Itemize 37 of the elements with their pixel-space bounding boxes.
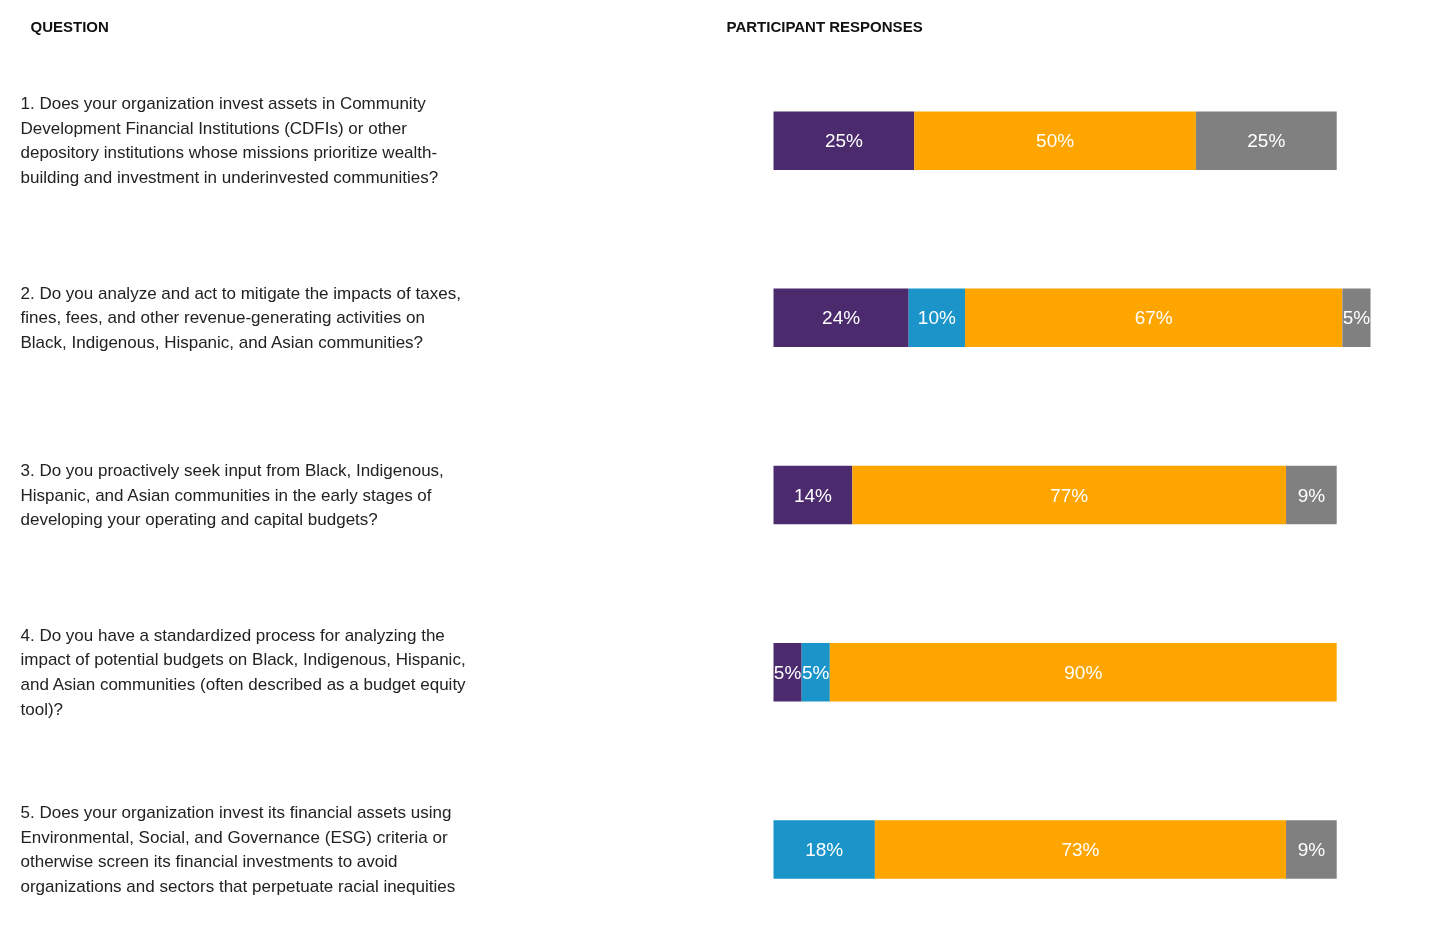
data-label: 9% xyxy=(1297,484,1326,506)
data-label: 25% xyxy=(1247,130,1286,152)
bar xyxy=(964,288,1343,348)
y-tick-label: 1. Does your organization invest assets in Community Development Financial Institutions (CDFIs) or other depository institutions whose missions prioritize wealth-building and investment in underinvested communities? xyxy=(20,94,439,188)
bar xyxy=(773,111,915,170)
bar xyxy=(1286,820,1337,879)
data-label: 10% xyxy=(917,307,956,329)
bar xyxy=(1342,288,1371,348)
bar xyxy=(874,820,1287,879)
data-label: 5% xyxy=(1342,307,1371,329)
data-label: 5% xyxy=(802,661,830,683)
bar xyxy=(852,465,1287,525)
bar xyxy=(829,642,1337,702)
y-tick-label: 3. Do you proactively seek input from Black, Indigenous, Hispanic, and Asian communities in the early stages of developing your operating and capital budgets? xyxy=(20,460,444,530)
bar xyxy=(1286,465,1337,525)
text: QUESTION xyxy=(30,18,109,36)
data-label: 24% xyxy=(822,307,861,329)
y-tick-label: 2. Do you analyze and act to mitigate the impacts of taxes, fines, fees, and other revenue-generating activities on Black, Indigenous, Hispanic, and Asian communities? xyxy=(20,283,461,353)
text: PARTICIPANT RESPONSES xyxy=(726,18,923,36)
data-label: 5% xyxy=(773,661,802,683)
bar xyxy=(914,111,1196,170)
bar xyxy=(773,820,875,879)
data-label: 73% xyxy=(1061,838,1100,860)
data-label: 90% xyxy=(1064,661,1103,683)
bar xyxy=(773,465,853,525)
data-label: 50% xyxy=(1036,130,1075,152)
bar xyxy=(1195,111,1337,170)
data-label: 18% xyxy=(805,838,844,860)
y-tick-label: 4. Do you have a standardized process for analyzing the impact of potential budgets on Black, Indigenous, Hispanic, and Asian communities (often described as a budget equity tool)? xyxy=(20,625,467,719)
bar xyxy=(908,288,965,348)
data-label: 77% xyxy=(1050,484,1089,506)
y-tick-label: 5. Does your organization invest its financial assets using Environmental, Social, and Governance (ESG) criteria or otherwise screen its financial investments to avoid organizations and sectors that perpetuate racial inequities xyxy=(20,802,456,896)
data-label: 25% xyxy=(824,130,864,152)
data-label: 9% xyxy=(1297,838,1326,860)
data-label: 67% xyxy=(1134,307,1173,329)
bar xyxy=(773,288,909,348)
data-label: 14% xyxy=(793,484,833,506)
